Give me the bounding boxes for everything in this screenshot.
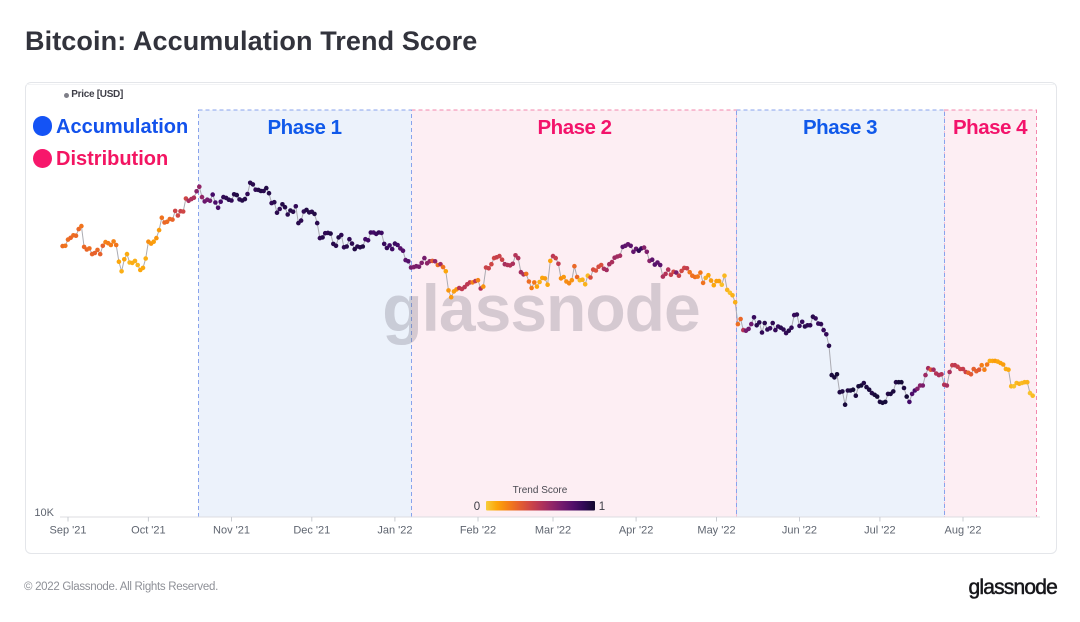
svg-text:Jul '22: Jul '22 xyxy=(864,525,895,537)
svg-text:Apr '22: Apr '22 xyxy=(619,525,654,537)
svg-text:Trend Score: Trend Score xyxy=(513,485,568,496)
svg-text:Nov '21: Nov '21 xyxy=(213,525,250,537)
svg-text:1: 1 xyxy=(599,501,605,513)
svg-text:Jun '22: Jun '22 xyxy=(782,525,817,537)
svg-text:Dec '21: Dec '21 xyxy=(293,525,330,537)
svg-text:glassnode: glassnode xyxy=(382,271,699,345)
svg-text:Jan '22: Jan '22 xyxy=(377,525,412,537)
svg-text:Mar '22: Mar '22 xyxy=(535,525,571,537)
svg-text:10K: 10K xyxy=(34,507,54,519)
svg-text:Feb '22: Feb '22 xyxy=(460,525,496,537)
svg-text:0: 0 xyxy=(474,501,480,513)
svg-text:Aug '22: Aug '22 xyxy=(945,525,982,537)
svg-text:May '22: May '22 xyxy=(697,525,735,537)
svg-text:Sep '21: Sep '21 xyxy=(50,525,87,537)
svg-text:Oct '21: Oct '21 xyxy=(131,525,166,537)
